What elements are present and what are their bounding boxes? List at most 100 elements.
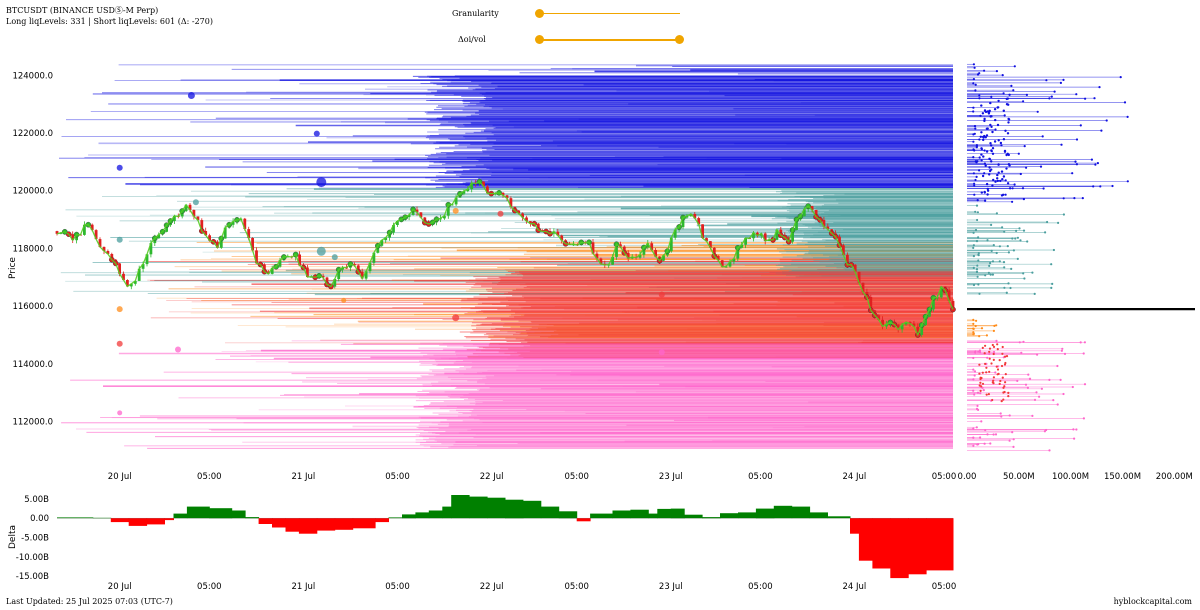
- profile-point-blue: [975, 175, 978, 178]
- delta-axis-tick-label: 0.00: [30, 514, 49, 524]
- liq-marker-red: [452, 314, 460, 322]
- profile-point-teal: [992, 244, 995, 247]
- profile-point-blue: [999, 141, 1003, 145]
- delta-time-tick-label: 21 Jul: [292, 582, 316, 592]
- profile-point-teal: [976, 211, 980, 214]
- profile-point-blue: [973, 184, 976, 187]
- candle-body: [662, 255, 665, 261]
- candle-body: [380, 240, 384, 246]
- time-axis-tick-label: 05:00: [564, 472, 589, 482]
- profile-point-red: [991, 343, 994, 347]
- candle-body: [795, 219, 798, 230]
- profile-point-blue: [1023, 145, 1026, 148]
- delta-time-tick-label: 22 Jul: [480, 582, 504, 592]
- profile-point-blue: [975, 144, 979, 147]
- profile-point-pink: [994, 433, 998, 436]
- delta-positive-bar: [92, 517, 112, 519]
- delta-positive-bar: [57, 517, 94, 519]
- last-updated: Last Updated: 25 Jul 2025 07:03 (UTC-7): [6, 597, 173, 606]
- profile-point-blue: [1017, 152, 1020, 155]
- candle-body: [904, 322, 908, 325]
- candle-body: [916, 326, 920, 335]
- oi-vol-slider-min-handle[interactable]: [535, 35, 544, 44]
- profile-point-teal: [978, 292, 981, 295]
- profile-point-pink: [1082, 417, 1085, 420]
- profile-point-blue: [986, 110, 989, 113]
- candle-body: [165, 225, 168, 232]
- profile-point-blue: [1025, 166, 1028, 169]
- candle-body: [775, 229, 779, 240]
- candle-body: [595, 253, 599, 259]
- profile-point-blue: [984, 164, 987, 167]
- profile-point-pink: [1035, 391, 1038, 394]
- profile-point-pink: [980, 420, 983, 423]
- candle-body: [705, 238, 708, 242]
- profile-point-pink: [1008, 439, 1011, 442]
- profile-point-pink: [977, 350, 980, 353]
- delta-negative-bar: [258, 518, 273, 524]
- profile-point-blue: [972, 133, 975, 136]
- delta-positive-bar: [428, 510, 443, 519]
- candle-body: [200, 220, 204, 231]
- liq-marker-orange: [452, 207, 459, 214]
- granularity-slider-handle[interactable]: [535, 9, 544, 18]
- granularity-slider-track[interactable]: [540, 13, 680, 14]
- candle-body: [83, 224, 86, 235]
- profile-point-teal: [1012, 249, 1016, 252]
- profile-point-blue: [980, 159, 983, 162]
- candle-body: [94, 230, 98, 240]
- profile-point-teal: [1026, 240, 1029, 243]
- profile-point-red: [981, 371, 984, 374]
- oi-vol-slider-max-handle[interactable]: [675, 35, 684, 44]
- profile-point-teal: [1016, 236, 1020, 239]
- profile-point-red: [992, 345, 996, 348]
- time-axis-tick-label: 05:00: [932, 472, 957, 482]
- source-credit: hyblockcapital.com: [1113, 597, 1192, 606]
- profile-point-blue: [978, 94, 981, 97]
- profile-point-blue: [995, 70, 999, 73]
- price-line: [56, 180, 954, 337]
- candle-body: [744, 238, 747, 245]
- profile-point-blue: [1105, 119, 1108, 122]
- profile-point-blue: [991, 130, 994, 134]
- profile-point-blue: [1011, 187, 1014, 190]
- profile-point-blue: [1013, 183, 1016, 186]
- profile-point-blue: [974, 178, 977, 182]
- candle-body: [928, 309, 931, 317]
- chart-title: BTCUSDT (BINANCE USDⓈ-M Perp): [6, 6, 159, 15]
- profile-axis-tick-label: 0.00: [958, 472, 977, 482]
- profile-point-blue: [1005, 103, 1009, 106]
- profile-point-blue: [983, 119, 986, 123]
- profile-point-blue: [983, 109, 987, 112]
- candle-body: [486, 186, 489, 194]
- profile-point-blue: [990, 125, 993, 128]
- liq-marker-blue: [313, 130, 320, 137]
- candle-body: [278, 260, 282, 267]
- candle-body: [196, 216, 200, 221]
- price-axis-tick-label: 112000.0: [12, 418, 53, 428]
- candle-body: [529, 221, 532, 224]
- profile-point-teal: [975, 204, 979, 207]
- liquidation-heatmap: [59, 64, 953, 449]
- profile-axis-tick-label: 200.00M: [1156, 472, 1193, 482]
- profile-point-pink: [1083, 341, 1086, 344]
- profile-point-blue: [1059, 81, 1062, 84]
- profile-point-blue: [986, 127, 989, 130]
- oi-vol-slider-track[interactable]: [540, 39, 680, 41]
- profile-point-red: [991, 398, 994, 402]
- candle-body: [184, 204, 188, 212]
- profile-point-blue: [1053, 90, 1056, 93]
- delta-positive-bar: [231, 510, 246, 519]
- profile-point-pink: [979, 351, 982, 354]
- price-axis-tick-label: 114000.0: [12, 360, 53, 370]
- profile-point-blue: [993, 108, 997, 111]
- profile-point-blue: [983, 69, 986, 72]
- candle-body: [826, 226, 830, 230]
- candle-body: [505, 195, 509, 199]
- profile-point-blue: [999, 179, 1002, 183]
- candle-body: [298, 254, 301, 266]
- profile-point-red: [998, 382, 1001, 385]
- candle-body: [681, 217, 685, 228]
- profile-point-pink: [982, 389, 985, 392]
- profile-point-pink: [1028, 377, 1032, 380]
